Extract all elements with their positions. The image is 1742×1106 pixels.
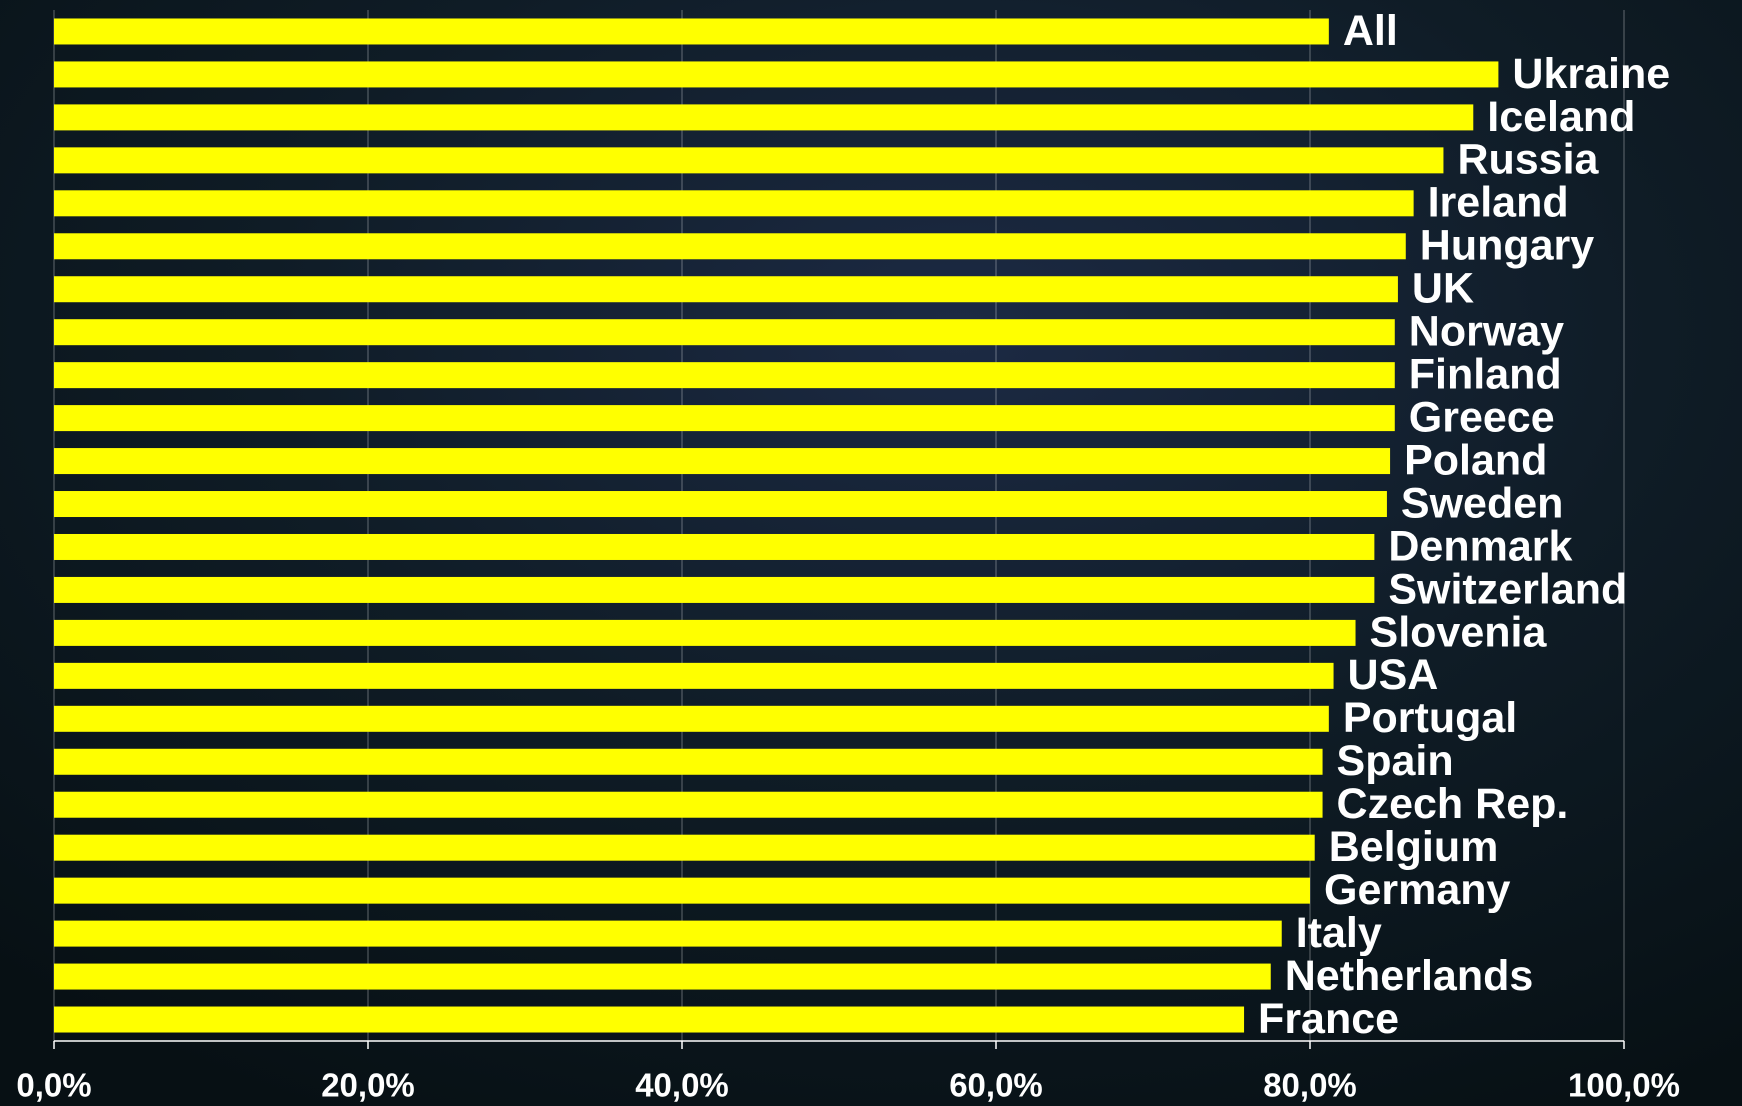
bar [54, 663, 1334, 689]
x-tick-label: 80,0% [1263, 1067, 1357, 1104]
bar-label: UK [1412, 265, 1474, 313]
bar [54, 620, 1356, 646]
bar [54, 534, 1374, 560]
bar [54, 319, 1395, 345]
x-tick-label: 40,0% [635, 1067, 729, 1104]
bar [54, 18, 1329, 44]
bar-label: Belgium [1329, 823, 1499, 871]
bar [54, 577, 1374, 603]
bar-label: Ireland [1428, 179, 1569, 227]
page: {"chart_data": {"type": "barh", "categor… [0, 0, 1742, 1106]
bar [54, 835, 1315, 861]
chart: 0,0% 20,0% 40,0% 60,0% 80,0% 100,0% All Ukraine… [0, 0, 1742, 1106]
bar-label: Portugal [1343, 694, 1517, 742]
bar [54, 233, 1406, 259]
bar-label: France [1258, 995, 1399, 1043]
x-tick-label: 0,0% [16, 1067, 91, 1104]
bar [54, 276, 1398, 302]
bar-label: Finland [1409, 351, 1562, 399]
bar-label: All [1343, 7, 1398, 55]
bar [54, 878, 1310, 904]
bar-label: Norway [1409, 308, 1564, 356]
bar [54, 491, 1387, 517]
bar [54, 61, 1498, 87]
bar-label: Russia [1457, 136, 1599, 184]
bar [54, 792, 1323, 818]
bar-label: Greece [1409, 393, 1555, 441]
bar-label: Sweden [1401, 479, 1564, 527]
bar [54, 104, 1473, 130]
x-tick-label: 100,0% [1568, 1067, 1680, 1104]
bar-label: Denmark [1388, 522, 1572, 570]
bar [54, 448, 1390, 474]
bar [54, 706, 1329, 732]
bar [54, 405, 1395, 431]
bar-label: Hungary [1420, 222, 1595, 270]
bar [54, 749, 1323, 775]
bar [54, 921, 1282, 947]
bar-label: Switzerland [1388, 565, 1627, 613]
bar-label: Czech Rep. [1337, 780, 1569, 828]
bar-label: USA [1348, 651, 1439, 699]
bar [54, 190, 1414, 216]
bar-label: Italy [1296, 909, 1382, 957]
x-tick-label: 60,0% [949, 1067, 1043, 1104]
bar-label: Germany [1324, 866, 1511, 914]
bar-label: Spain [1337, 737, 1454, 785]
bar [54, 362, 1395, 388]
bar [54, 964, 1271, 990]
bar-label: Ukraine [1512, 50, 1670, 98]
x-tick-label: 20,0% [321, 1067, 415, 1104]
bar-label: Iceland [1487, 93, 1635, 141]
bar [54, 1007, 1244, 1033]
bar-label: Slovenia [1370, 608, 1548, 656]
bar-label: Poland [1404, 436, 1547, 484]
bar [54, 147, 1443, 173]
bar-label: Netherlands [1285, 952, 1534, 1000]
